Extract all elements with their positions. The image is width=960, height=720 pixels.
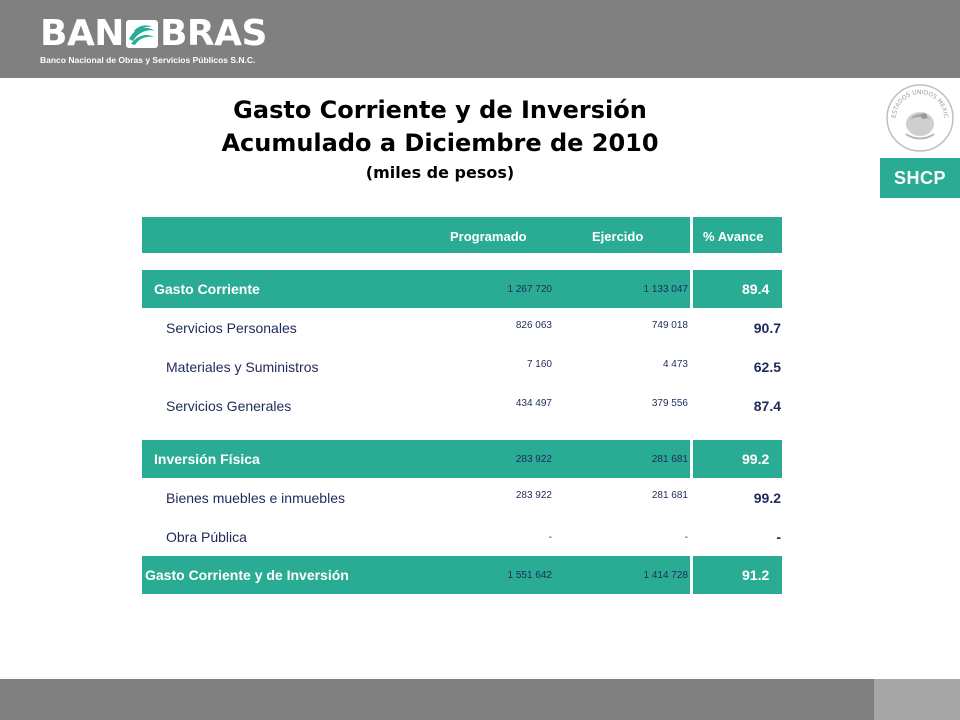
row-ejercido: 281 681 [651,490,688,501]
row-label: Gasto Corriente [154,281,260,297]
table-header-avance [693,217,782,253]
row-programado: 1 551 642 [507,570,553,581]
row-programado: 283 922 [515,490,552,501]
table-row-total-avance-cell [693,556,782,594]
mexico-seal-icon: ESTADOS UNIDOS MEXICANOS [884,82,954,152]
row-label: Obra Pública [166,529,247,545]
page-subtitle: Acumulado a Diciembre de 2010 [221,129,659,157]
row-avance: - [776,529,781,545]
row-avance: 89.4 [742,281,770,297]
page-title: Gasto Corriente y de Inversión [233,96,647,124]
table-row-total [142,556,690,594]
col-header-avance: % Avance [703,229,764,244]
row-avance: 99.2 [753,490,781,506]
bottom-bar [0,679,874,720]
row-programado: 434 497 [515,398,552,409]
right-panel-top [880,0,960,78]
right-panel: ESTADOS UNIDOS MEXICANOS SHCP [880,0,960,720]
row-label: Bienes muebles e inmuebles [166,490,345,506]
row-avance: 62.5 [753,359,781,375]
table-row-gasto-corriente [142,270,690,308]
table-row-gasto-corriente-avance-cell [693,270,782,308]
row-ejercido: 749 018 [651,320,688,331]
table-row-inversion-fisica-avance-cell [693,440,782,478]
banobras-logo: BAN BRAS Banco Nacional de Obras y Servi… [40,14,267,66]
row-programado: 1 267 720 [507,284,553,295]
bottom-bar-right [874,679,960,720]
row-ejercido: 1 414 728 [643,570,689,581]
logo-subtitle: Banco Nacional de Obras y Servicios Públ… [40,55,256,65]
row-label: Servicios Personales [166,320,297,336]
row-avance: 90.7 [753,320,781,336]
row-ejercido: 1 133 047 [643,284,689,295]
row-ejercido: 379 556 [651,398,688,409]
row-label: Servicios Generales [166,398,292,414]
logo-emblem-icon [125,20,158,48]
col-header-programado: Programado [450,229,527,244]
row-programado: 7 160 [526,359,552,370]
col-header-ejercido: Ejercido [592,229,644,244]
row-avance: 87.4 [753,398,781,414]
logo-wordmark: BAN BRAS [40,14,267,54]
units-label: (miles de pesos) [365,163,515,182]
row-programado: 826 063 [515,320,552,331]
table-row-inversion-fisica [142,440,690,478]
logo-text-left: BAN [40,13,124,54]
row-ejercido: 4 473 [662,359,688,370]
table-header [142,217,690,253]
row-label: Inversión Física [154,451,260,467]
row-avance: 99.2 [742,451,770,467]
top-bar: BAN BRAS Banco Nacional de Obras y Servi… [0,0,880,78]
shcp-label: SHCP [880,158,960,198]
row-label: Gasto Corriente y de Inversión [145,567,349,583]
row-ejercido: 281 681 [651,454,688,465]
row-programado: 283 922 [515,454,552,465]
row-avance: 91.2 [742,567,770,583]
row-programado: - [548,532,552,543]
logo-text-right: BRAS [159,13,267,54]
row-ejercido: - [684,532,688,543]
row-label: Materiales y Suministros [166,359,319,375]
